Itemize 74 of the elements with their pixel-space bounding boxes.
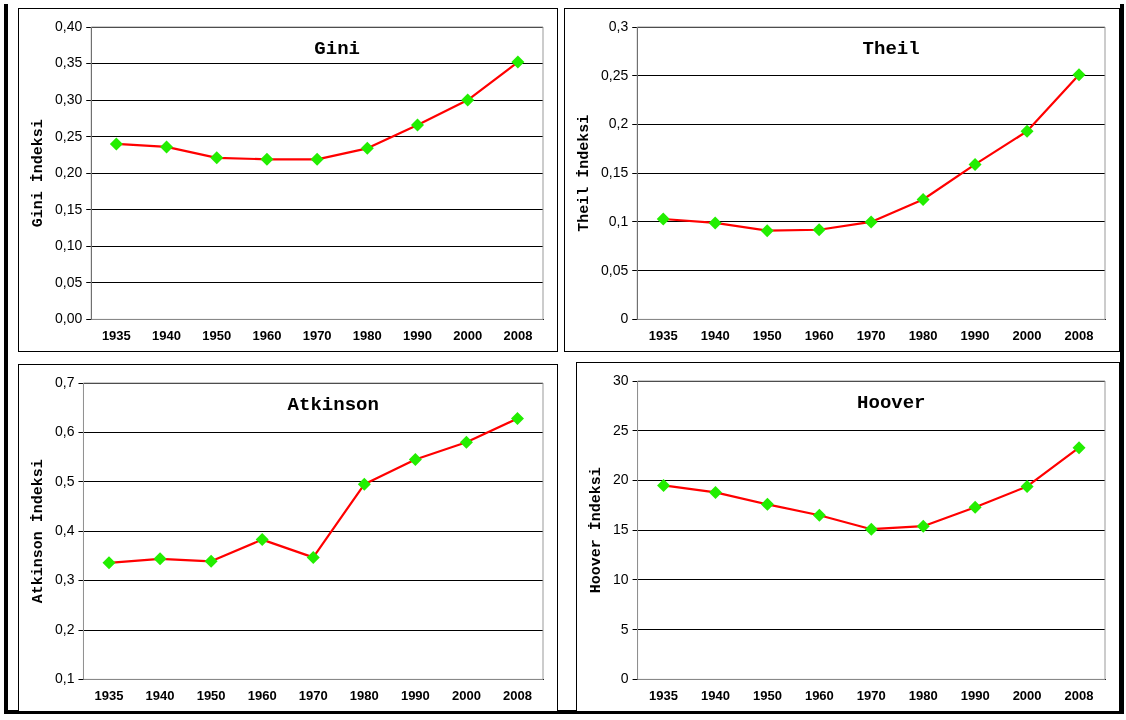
x-tick-label: 1935 [94,687,124,703]
y-tick-label: 10 [612,570,629,587]
y-tick-label: 0,20 [55,164,83,181]
x-tick-label: 2008 [1064,687,1094,703]
x-tick-label: 1950 [752,327,782,343]
y-axis-title: Gini İndeksi [29,119,47,228]
text: Theil [862,37,920,60]
x-tick-label: 2008 [503,687,532,703]
y-tick-label: 0 [620,310,629,327]
y-tick-label: 15 [612,521,629,538]
y-tick-label: 0,4 [54,522,75,539]
x-tick-label: 1935 [101,327,131,343]
x-tick-label: 1960 [804,327,834,343]
x-tick-label: 1935 [648,327,678,343]
x-tick-label: 1970 [856,687,886,703]
x-tick-label: 1980 [349,687,379,703]
x-tick-label: 1970 [302,327,332,343]
y-tick-label: 0,7 [54,373,75,390]
x-tick-label: 1950 [752,687,782,703]
y-tick-label: 0,05 [601,261,629,278]
y-tick-label: 0,40 [55,17,83,34]
x-tick-label: 1990 [960,687,990,703]
y-tick-label: 0,3 [54,571,75,588]
x-tick-label: 1980 [908,327,938,343]
x-tick-label: 1970 [856,327,886,343]
x-tick-label: 2000 [451,687,481,703]
x-tick-label: 1940 [152,327,181,343]
x-tick-label: 2008 [1064,327,1094,343]
x-tick-label: 1940 [145,687,175,703]
x-tick-label: 1990 [400,687,430,703]
text: Gini [314,37,360,60]
text: Atkinson [287,393,379,416]
x-tick-label: 1980 [352,327,382,343]
x-tick-label: 2008 [503,327,533,343]
x-tick-label: 2000 [453,327,483,343]
x-tick-label: 1940 [701,687,730,703]
x-tick-label: 1980 [908,687,938,703]
y-tick-label: 0,2 [54,620,75,637]
x-tick-label: 1940 [700,327,730,343]
y-tick-label: 0,3 [608,17,629,34]
y-axis-title: Hoover İndeksi [587,467,605,594]
y-tick-label: 0,1 [54,670,75,687]
y-axis-title: Atkinson İndeksi [29,459,47,604]
y-tick-label: 0,6 [54,423,75,440]
x-tick-label: 2000 [1012,687,1042,703]
text: Hoover [857,391,926,414]
y-tick-label: 0,15 [601,164,629,181]
x-tick-label: 1960 [804,687,834,703]
y-tick-label: 0,15 [55,200,83,217]
y-tick-label: 0,1 [608,212,629,229]
y-tick-label: 0,30 [55,90,83,107]
x-tick-label: 1990 [403,327,432,343]
y-tick-label: 0,05 [55,273,83,290]
x-tick-label: 1935 [649,687,678,703]
y-tick-label: 0,00 [55,310,83,327]
y-tick-label: 0,5 [54,472,75,489]
y-tick-label: 25 [612,421,629,438]
y-tick-label: 0,35 [55,54,83,71]
x-tick-label: 2000 [1012,327,1042,343]
y-tick-label: 0,10 [55,237,83,254]
x-tick-label: 1960 [252,327,282,343]
y-tick-label: 0,2 [608,115,629,132]
x-tick-label: 1990 [960,327,990,343]
x-tick-label: 1960 [247,687,277,703]
y-tick-label: 0,25 [55,127,83,144]
x-tick-label: 1950 [196,687,226,703]
y-tick-label: 5 [620,620,629,637]
y-tick-label: 0,25 [601,66,629,83]
y-tick-label: 30 [612,371,629,388]
x-tick-label: 1950 [202,327,232,343]
y-tick-label: 0 [620,670,629,687]
x-tick-label: 1970 [298,687,328,703]
y-axis-title: Theil İndeksi [575,114,593,232]
y-tick-label: 20 [612,471,629,488]
